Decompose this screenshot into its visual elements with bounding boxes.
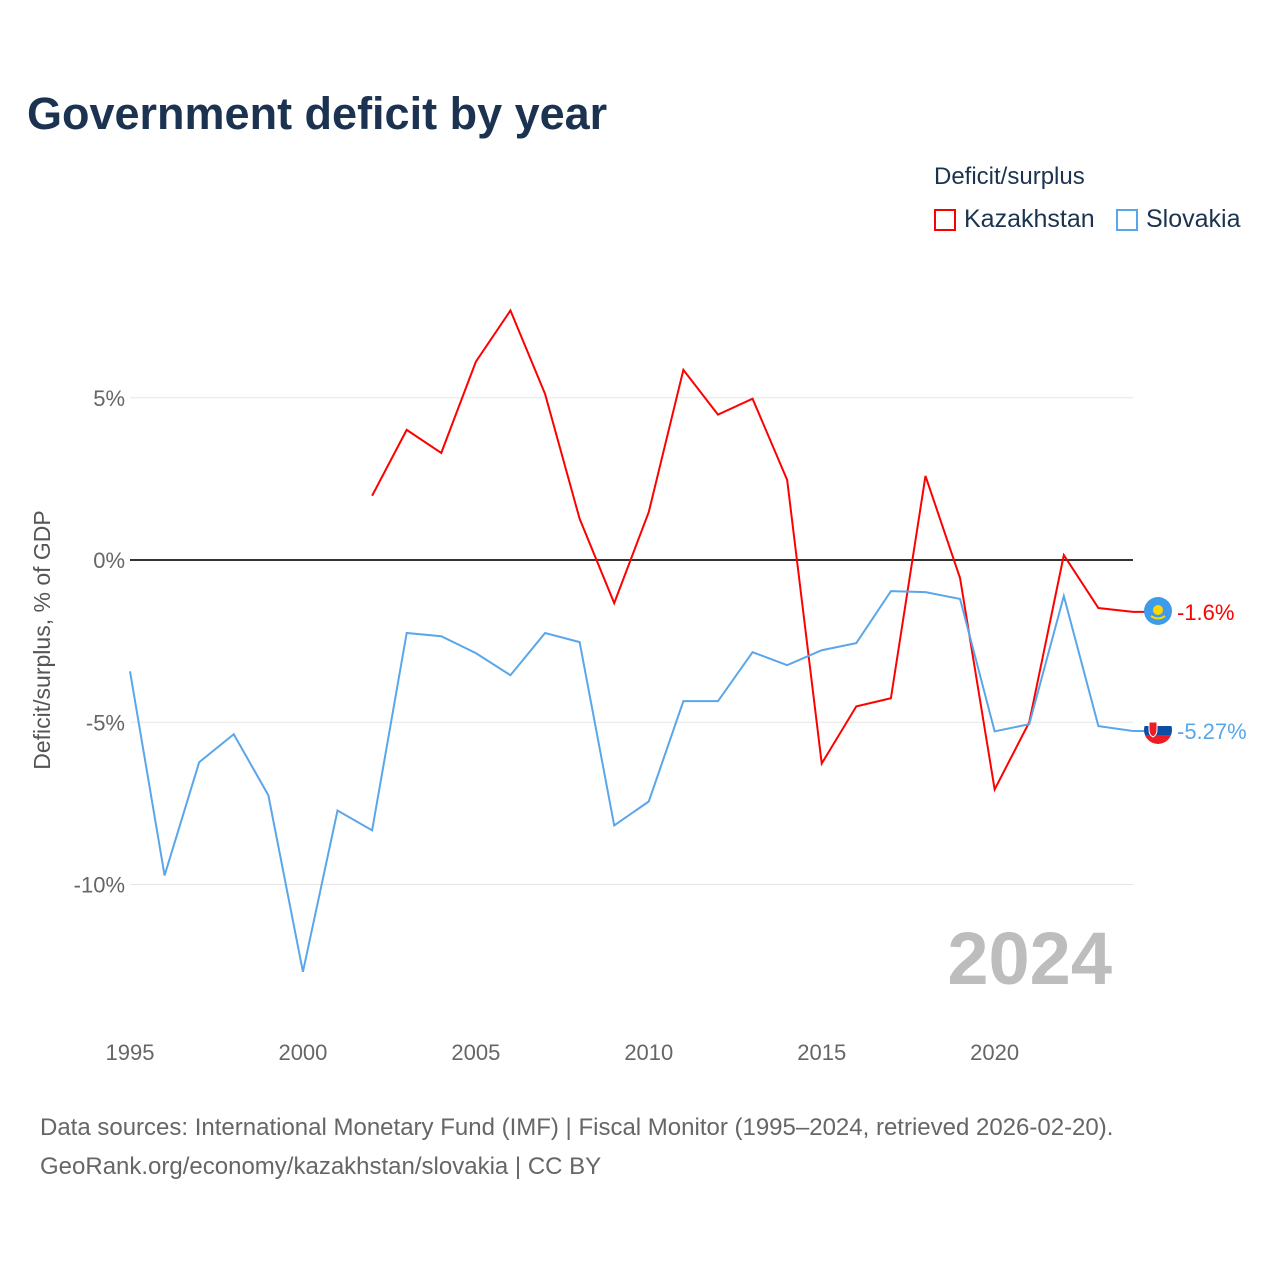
end-label: -5.27% [1177, 719, 1247, 744]
data-point [127, 668, 133, 674]
data-point [438, 450, 444, 456]
source-line-2[interactable]: GeoRank.org/economy/kazakhstan/slovakia … [40, 1153, 602, 1180]
data-point [888, 695, 894, 701]
data-point [507, 307, 513, 313]
data-point [750, 396, 756, 402]
data-point [992, 786, 998, 792]
data-point [819, 760, 825, 766]
data-point [922, 473, 928, 479]
x-tick-label: 2020 [970, 1040, 1019, 1065]
data-point [611, 600, 617, 606]
x-tick-label: 2000 [278, 1040, 327, 1065]
legend-swatch-kazakhstan [934, 208, 956, 231]
data-point [473, 650, 479, 656]
data-point [542, 630, 548, 636]
data-point [922, 589, 928, 595]
kazakhstan-flag-icon [1144, 597, 1172, 625]
end-label: -1.6% [1177, 600, 1234, 625]
data-point [507, 672, 513, 678]
legend-label: Slovakia [1146, 205, 1241, 233]
data-point [957, 575, 963, 581]
data-point [438, 633, 444, 639]
y-tick-label: -5% [86, 710, 125, 735]
data-point [473, 359, 479, 365]
data-point [888, 588, 894, 594]
data-point [577, 639, 583, 645]
chart-title: Government deficit by year [27, 88, 608, 139]
data-point [369, 827, 375, 833]
year-watermark: 2024 [947, 917, 1112, 1000]
series-line-kazakhstan[interactable] [371, 308, 1134, 793]
x-tick-label: 2005 [451, 1040, 500, 1065]
data-point [819, 647, 825, 653]
data-point [992, 728, 998, 734]
data-point [715, 412, 721, 418]
data-point [715, 698, 721, 704]
data-point [300, 969, 306, 975]
data-point [680, 367, 686, 373]
y-tick-label: 5% [93, 386, 125, 411]
data-point [853, 640, 859, 646]
data-point [646, 798, 652, 804]
data-point [577, 516, 583, 522]
data-point [853, 703, 859, 709]
x-tick-label: 1995 [106, 1040, 155, 1065]
source-note: Data sources: International Monetary Fun… [40, 1108, 1113, 1186]
series-line-slovakia[interactable] [129, 590, 1134, 973]
data-point [265, 792, 271, 798]
data-point [369, 493, 375, 499]
data-point [680, 698, 686, 704]
legend-title: Deficit/surplus [934, 163, 1085, 190]
data-point [196, 759, 202, 765]
data-point [335, 808, 341, 814]
legend-swatch-slovakia [1116, 208, 1138, 231]
legend-label: Kazakhstan [964, 205, 1095, 233]
data-point [404, 427, 410, 433]
data-point [784, 662, 790, 668]
data-point [162, 872, 168, 878]
data-point [1061, 552, 1067, 558]
data-point [1061, 593, 1067, 599]
data-point [750, 649, 756, 655]
slovakia-flag-icon [1144, 716, 1172, 744]
data-point [957, 596, 963, 602]
data-point [1095, 605, 1101, 611]
x-tick-label: 2010 [624, 1040, 673, 1065]
data-point [404, 630, 410, 636]
legend-item-kazakhstan[interactable]: Kazakhstan [934, 205, 1095, 234]
source-line-1: Data sources: International Monetary Fun… [40, 1114, 1114, 1141]
y-tick-label: -10% [74, 873, 125, 898]
data-point [784, 477, 790, 483]
data-point [611, 822, 617, 828]
data-point [231, 731, 237, 737]
data-point [542, 391, 548, 397]
data-point [1095, 723, 1101, 729]
data-point [646, 509, 652, 515]
legend-item-slovakia[interactable]: Slovakia [1116, 205, 1241, 234]
y-axis-label: Deficit/surplus, % of GDP [29, 510, 55, 769]
y-tick-label: 0% [93, 548, 125, 573]
x-tick-label: 2015 [797, 1040, 846, 1065]
data-point [1026, 721, 1032, 727]
